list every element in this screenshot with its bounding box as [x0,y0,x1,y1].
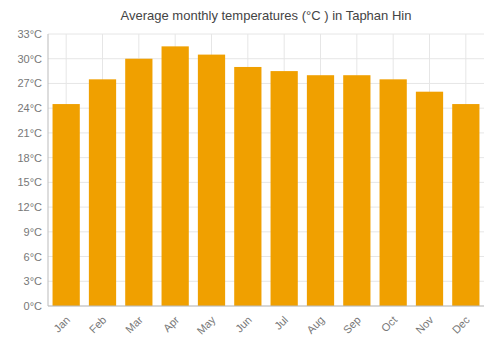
chart-svg: Average monthly temperatures (°C ) in Ta… [0,0,500,350]
bar [162,46,189,306]
bars [53,46,480,306]
bar [307,75,334,306]
x-tick-label: Aug [304,314,326,336]
y-grid-line [48,306,484,307]
x-tick-label: Mar [123,313,145,335]
y-tick-label: 6°C [24,251,43,263]
bar [452,104,479,306]
bar [380,79,407,306]
x-tick-label: May [194,313,218,337]
y-tick-label: 3°C [24,275,43,287]
title: Average monthly temperatures (°C ) in Ta… [121,8,412,23]
y-tick-label: 33°C [17,28,42,40]
bar [343,75,370,306]
grid [48,34,484,306]
y-tick-label: 0°C [24,300,43,312]
x-tick-label: Jun [233,314,254,335]
bar [234,67,261,306]
y-tick-label: 21°C [17,127,42,139]
x-tick-label: Jul [272,314,290,332]
y-tick-label: 15°C [17,176,42,188]
y-tick-label: 18°C [17,152,42,164]
chart-container: Average monthly temperatures (°C ) in Ta… [0,0,500,350]
y-grid-line [48,34,484,35]
bar [271,71,298,306]
bar [416,92,443,306]
y-tick-label: 9°C [24,226,43,238]
x-tick-label: Feb [87,314,109,336]
x-tick-label: Oct [379,314,400,335]
y-grid-line [48,58,484,59]
x-tick-label: Dec [450,313,473,336]
y-tick-label: 24°C [17,102,42,114]
y-tick-label: 12°C [17,201,42,213]
bar [53,104,80,306]
x-tick-label: Apr [161,313,182,334]
y-axis-line [48,34,49,306]
x-tick-label: Jan [51,314,72,335]
x-tick-label: Sep [341,314,363,336]
y-tick-label: 30°C [17,53,42,65]
bar [198,55,225,306]
bar [89,79,116,306]
y-tick-label: 27°C [17,77,42,89]
bar [125,59,152,306]
x-tick-label: Nov [413,313,436,336]
x-axis-line [48,306,484,307]
